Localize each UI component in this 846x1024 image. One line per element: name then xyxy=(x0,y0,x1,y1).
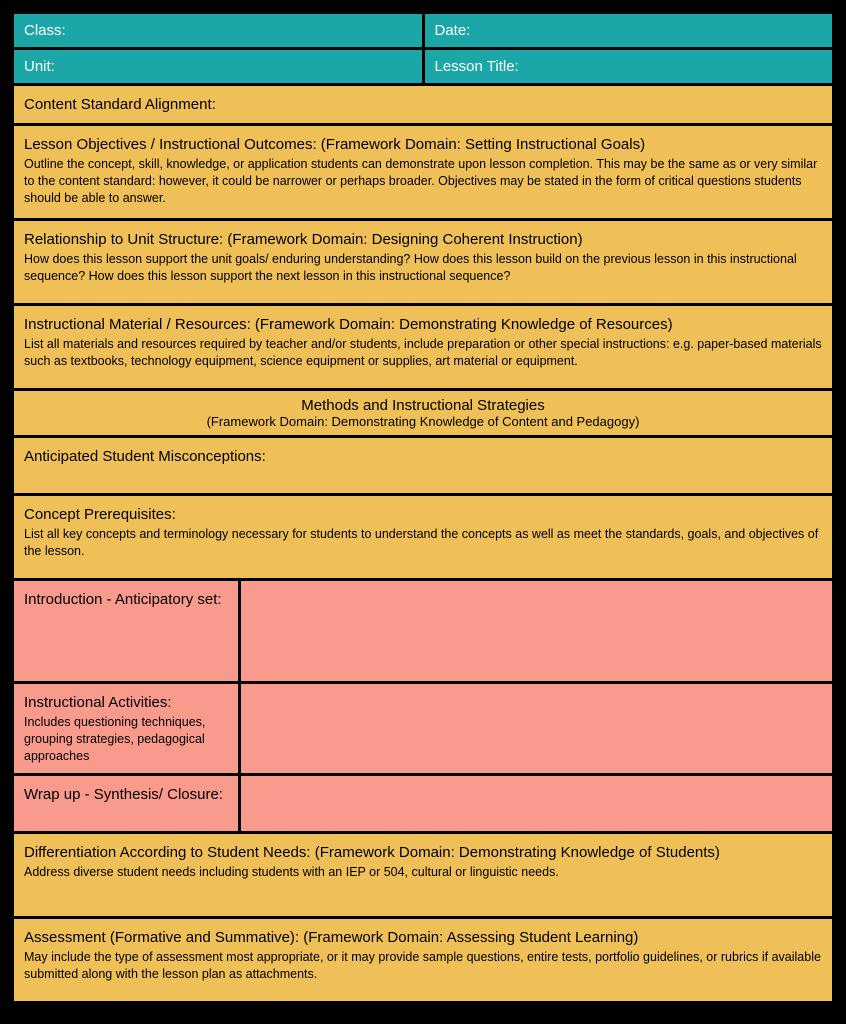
header-row-2: Unit: Lesson Title: xyxy=(14,50,832,83)
objectives-section[interactable]: Lesson Objectives / Instructional Outcom… xyxy=(14,126,832,218)
methods-title: Methods and Instructional Strategies xyxy=(24,397,822,414)
activities-row: Instructional Activities: Includes quest… xyxy=(14,684,832,773)
unit-field[interactable]: Unit: xyxy=(14,50,422,83)
methods-header-section: Methods and Instructional Strategies (Fr… xyxy=(14,391,832,435)
class-field[interactable]: Class: xyxy=(14,14,422,47)
activities-desc: Includes questioning techniques, groupin… xyxy=(24,714,228,765)
assessment-desc: May include the type of assessment most … xyxy=(24,949,822,983)
content-standard-title: Content Standard Alignment: xyxy=(24,94,822,115)
lesson-plan-template: Class: Date: Unit: Lesson Title: Content… xyxy=(14,14,832,1001)
objectives-title: Lesson Objectives / Instructional Outcom… xyxy=(24,134,822,155)
activities-label-cell: Instructional Activities: Includes quest… xyxy=(14,684,238,773)
wrapup-content-cell[interactable] xyxy=(241,776,832,831)
relationship-section[interactable]: Relationship to Unit Structure: (Framewo… xyxy=(14,221,832,303)
introduction-title: Introduction - Anticipatory set: xyxy=(24,589,228,610)
misconceptions-title: Anticipated Student Misconceptions: xyxy=(24,446,822,467)
assessment-section[interactable]: Assessment (Formative and Summative): (F… xyxy=(14,919,832,1001)
relationship-desc: How does this lesson support the unit go… xyxy=(24,251,822,285)
differentiation-desc: Address diverse student needs including … xyxy=(24,864,822,881)
methods-sub: (Framework Domain: Demonstrating Knowled… xyxy=(24,414,822,429)
activities-content-cell[interactable] xyxy=(241,684,832,773)
misconceptions-section[interactable]: Anticipated Student Misconceptions: xyxy=(14,438,832,493)
introduction-content-cell[interactable] xyxy=(241,581,832,681)
date-field[interactable]: Date: xyxy=(425,14,833,47)
differentiation-section[interactable]: Differentiation According to Student Nee… xyxy=(14,834,832,916)
materials-title: Instructional Material / Resources: (Fra… xyxy=(24,314,822,335)
prerequisites-title: Concept Prerequisites: xyxy=(24,504,822,525)
differentiation-title: Differentiation According to Student Nee… xyxy=(24,842,822,863)
lesson-title-field[interactable]: Lesson Title: xyxy=(425,50,833,83)
objectives-desc: Outline the concept, skill, knowledge, o… xyxy=(24,156,822,207)
activities-title: Instructional Activities: xyxy=(24,692,228,713)
assessment-title: Assessment (Formative and Summative): (F… xyxy=(24,927,822,948)
materials-section[interactable]: Instructional Material / Resources: (Fra… xyxy=(14,306,832,388)
introduction-row: Introduction - Anticipatory set: xyxy=(14,581,832,681)
prerequisites-desc: List all key concepts and terminology ne… xyxy=(24,526,822,560)
materials-desc: List all materials and resources require… xyxy=(24,336,822,370)
wrapup-title: Wrap up - Synthesis/ Closure: xyxy=(24,784,228,805)
wrapup-label-cell: Wrap up - Synthesis/ Closure: xyxy=(14,776,238,831)
prerequisites-section[interactable]: Concept Prerequisites: List all key conc… xyxy=(14,496,832,578)
wrapup-row: Wrap up - Synthesis/ Closure: xyxy=(14,776,832,831)
introduction-label-cell: Introduction - Anticipatory set: xyxy=(14,581,238,681)
header-row-1: Class: Date: xyxy=(14,14,832,47)
relationship-title: Relationship to Unit Structure: (Framewo… xyxy=(24,229,822,250)
content-standard-section[interactable]: Content Standard Alignment: xyxy=(14,86,832,123)
